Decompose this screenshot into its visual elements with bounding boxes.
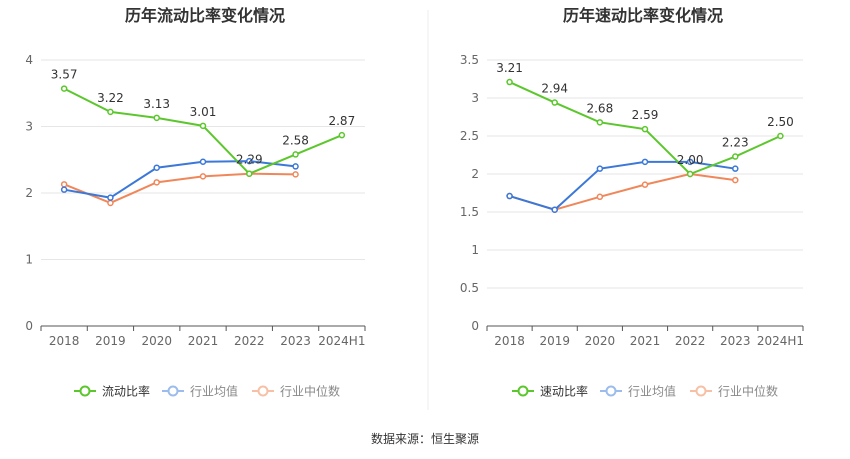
data-point (153, 114, 160, 122)
data-label: 2.58 (282, 133, 309, 147)
legend-label[interactable]: 行业中位数 (280, 384, 340, 399)
data-label: 2.94 (541, 82, 568, 96)
data-label: 3.21 (496, 61, 523, 75)
legend-label[interactable]: 行业均值 (190, 384, 238, 399)
legend-label[interactable]: 行业中位数 (718, 384, 778, 399)
data-label: 3.13 (143, 97, 170, 111)
x-tick-label: 2018 (49, 334, 80, 348)
y-tick-label: 3 (471, 91, 479, 105)
x-tick-label: 2018 (494, 334, 525, 348)
legend-swatch-marker[interactable] (695, 385, 707, 397)
data-point (246, 157, 253, 165)
x-tick-label: 2021 (188, 334, 219, 348)
data-point (292, 151, 299, 158)
y-tick-label: 2 (471, 167, 479, 181)
y-tick-label: 0.5 (460, 281, 479, 295)
data-point (641, 158, 649, 166)
y-tick-label: 1 (471, 243, 479, 257)
legend-swatch-marker[interactable] (605, 385, 617, 397)
y-tick-label: 4 (25, 53, 33, 67)
data-label: 2.87 (328, 114, 355, 128)
series-line (63, 160, 296, 199)
y-tick-label: 3 (25, 120, 33, 134)
x-tick-label: 2023 (720, 334, 751, 348)
legend-swatch-marker[interactable] (257, 385, 269, 397)
data-point (686, 158, 694, 166)
y-tick-label: 2.5 (460, 129, 479, 143)
data-point (641, 181, 649, 188)
x-tick-label: 2022 (675, 334, 706, 348)
legend-label[interactable]: 行业均值 (628, 384, 676, 399)
y-tick-label: 3.5 (460, 53, 479, 67)
data-point (246, 170, 253, 177)
data-point (292, 171, 299, 178)
legend-label[interactable]: 流动比率 (102, 384, 150, 399)
data-point (641, 125, 649, 133)
x-tick-label: 2023 (280, 334, 311, 348)
data-point (506, 78, 513, 86)
legend-swatch-marker[interactable] (517, 385, 529, 397)
x-tick-label: 2024H1 (757, 334, 804, 348)
data-point (732, 165, 739, 172)
series-line (509, 172, 736, 211)
data-point (596, 193, 604, 201)
legend-swatch-marker[interactable] (167, 385, 179, 397)
legend-label[interactable]: 速动比率 (540, 384, 588, 399)
x-tick-label: 2022 (234, 334, 265, 348)
data-point (153, 179, 160, 186)
data-point (60, 186, 68, 193)
data-point (60, 85, 68, 92)
data-point (551, 206, 558, 213)
data-point (551, 99, 558, 106)
chart-title: 历年流动比率变化情况 (125, 6, 285, 25)
data-point (732, 176, 739, 184)
data-point (292, 163, 299, 170)
data-point (107, 108, 114, 116)
data-label: 2.23 (722, 136, 749, 150)
x-tick-label: 2024H1 (318, 334, 365, 348)
data-label: 2.68 (586, 101, 613, 115)
y-tick-label: 0 (471, 319, 479, 333)
x-tick-label: 2021 (630, 334, 661, 348)
data-point (777, 132, 784, 140)
y-tick-label: 1.5 (460, 205, 479, 219)
data-label: 3.01 (190, 105, 217, 119)
data-point (199, 173, 207, 180)
x-tick-label: 2019 (95, 334, 126, 348)
x-tick-label: 2020 (585, 334, 616, 348)
data-point (199, 158, 207, 165)
x-tick-label: 2020 (141, 334, 172, 348)
data-point (199, 122, 207, 130)
series-line (509, 160, 736, 211)
data-label: 3.22 (97, 91, 124, 105)
data-label: 3.57 (51, 68, 78, 82)
data-point (596, 119, 604, 126)
data-point (732, 153, 739, 160)
chart-title: 历年速动比率变化情况 (563, 6, 723, 25)
data-point (338, 131, 346, 139)
data-point (506, 192, 513, 200)
data-point (60, 181, 68, 188)
data-point (153, 164, 160, 171)
series-line (63, 172, 296, 205)
y-tick-label: 1 (25, 253, 33, 267)
y-tick-label: 2 (25, 186, 33, 200)
data-point (107, 194, 114, 201)
data-source-footer: 数据来源：恒生聚源 (371, 431, 479, 446)
data-label: 2.50 (767, 115, 794, 129)
x-tick-label: 2019 (539, 334, 570, 348)
legend-swatch-marker[interactable] (79, 385, 91, 397)
data-label: 2.00 (677, 153, 704, 167)
data-point (107, 199, 114, 207)
y-tick-label: 0 (25, 319, 33, 333)
data-label: 2.29 (236, 153, 263, 167)
data-point (596, 165, 604, 172)
data-point (686, 170, 694, 178)
data-label: 2.59 (632, 108, 659, 122)
